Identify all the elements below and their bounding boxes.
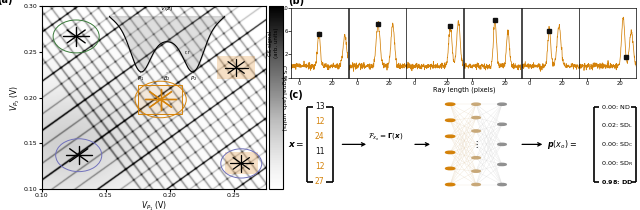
Text: 13: 13 <box>315 102 324 111</box>
Y-axis label: CS signal (arb. units): CS signal (arb. units) <box>281 65 285 130</box>
Circle shape <box>498 184 506 186</box>
Text: 27: 27 <box>315 177 324 186</box>
Circle shape <box>472 157 481 159</box>
Circle shape <box>472 103 481 105</box>
Circle shape <box>498 103 506 105</box>
Circle shape <box>445 103 455 105</box>
Circle shape <box>498 143 506 146</box>
Circle shape <box>498 123 506 125</box>
Text: (b): (b) <box>288 0 304 6</box>
Text: r,r: r,r <box>185 50 191 55</box>
Text: ⋮: ⋮ <box>472 140 480 149</box>
Text: 12: 12 <box>315 162 324 171</box>
Text: 12: 12 <box>315 117 324 126</box>
Bar <box>138 85 182 114</box>
Y-axis label: CS signal
(arb. units): CS signal (arb. units) <box>268 28 278 58</box>
Text: $\mathcal{F}_{x_o} = \boldsymbol{\Gamma}(\boldsymbol{x})$: $\mathcal{F}_{x_o} = \boldsymbol{\Gamma}… <box>369 131 404 143</box>
Bar <box>217 56 255 79</box>
Circle shape <box>472 184 481 186</box>
Circle shape <box>445 135 455 138</box>
Text: (a): (a) <box>0 0 12 5</box>
Text: $0.00$: SD$_\mathrm{R}$: $0.00$: SD$_\mathrm{R}$ <box>600 159 633 168</box>
Circle shape <box>498 163 506 165</box>
Circle shape <box>472 170 481 172</box>
Circle shape <box>445 183 455 186</box>
Y-axis label: $V_{P_2}$ (V): $V_{P_2}$ (V) <box>9 85 22 111</box>
Text: Ray length (pixels): Ray length (pixels) <box>433 87 495 93</box>
Bar <box>225 152 258 174</box>
Circle shape <box>472 117 481 119</box>
Circle shape <box>472 130 481 132</box>
Circle shape <box>445 167 455 170</box>
Text: 11: 11 <box>315 147 324 156</box>
Circle shape <box>445 119 455 121</box>
Text: $0.00$: ND: $0.00$: ND <box>600 103 630 111</box>
Text: 24: 24 <box>315 132 324 141</box>
Circle shape <box>445 151 455 154</box>
X-axis label: $V_{P_1}$ (V): $V_{P_1}$ (V) <box>141 200 166 210</box>
Text: (c): (c) <box>288 90 303 100</box>
Text: $0.02$: SD$_\mathrm{L}$: $0.02$: SD$_\mathrm{L}$ <box>600 121 632 130</box>
Text: $\mathbf{0.98}$: $\mathbf{DD}$: $\mathbf{0.98}$: $\mathbf{DD}$ <box>600 178 634 186</box>
Text: $\boldsymbol{p}(x_o) =$: $\boldsymbol{p}(x_o) =$ <box>547 138 577 151</box>
Text: $0.00$: SD$_\mathrm{C}$: $0.00$: SD$_\mathrm{C}$ <box>600 140 633 149</box>
Text: $\boldsymbol{x} =$: $\boldsymbol{x} =$ <box>289 140 305 149</box>
